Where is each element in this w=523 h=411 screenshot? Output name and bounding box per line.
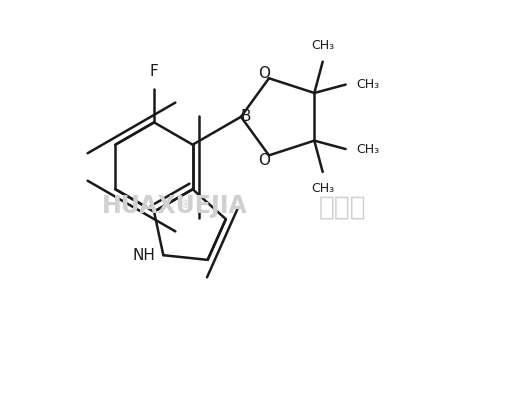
- Text: CH₃: CH₃: [311, 39, 334, 51]
- Text: HUAXUEJIA: HUAXUEJIA: [101, 194, 247, 217]
- Text: CH₃: CH₃: [356, 143, 379, 155]
- Text: O: O: [258, 66, 270, 81]
- Text: F: F: [150, 64, 158, 79]
- Text: B: B: [241, 109, 251, 124]
- Text: CH₃: CH₃: [356, 78, 379, 91]
- Text: ®: ®: [180, 201, 190, 210]
- Text: O: O: [258, 153, 270, 168]
- Text: NH: NH: [132, 248, 155, 263]
- Text: CH₃: CH₃: [311, 182, 334, 195]
- Text: 化学加: 化学加: [319, 194, 367, 221]
